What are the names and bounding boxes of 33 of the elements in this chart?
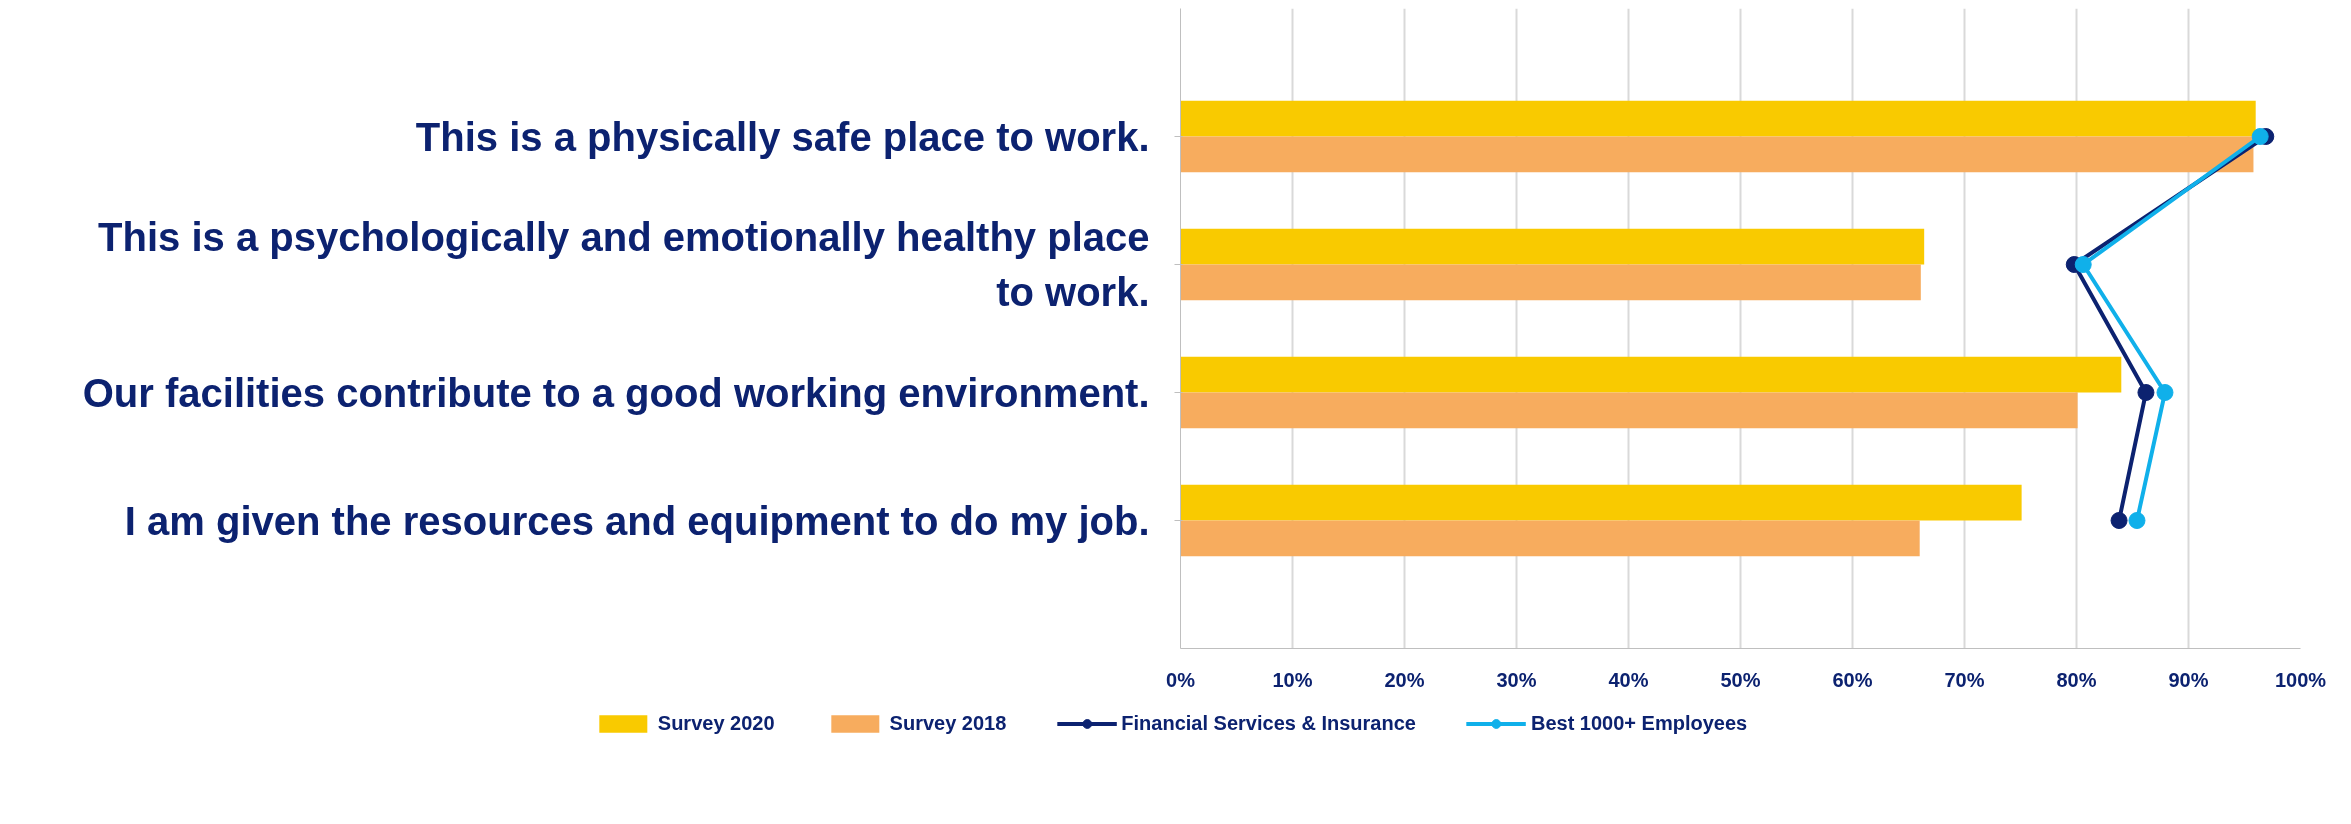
point [2137,384,2155,401]
bar [1180,392,2078,429]
x-tick-label: 80% [2056,668,2097,691]
point [2074,256,2092,273]
x-tick-label: 20% [1384,668,1425,691]
x-tick-label: 50% [1720,668,1761,691]
bar [1180,100,2256,137]
point [2251,128,2269,145]
y-tick-label: Our facilities contribute to a good working environment. [82,370,1150,415]
bar [1180,484,2022,521]
point [2128,512,2146,529]
x-tick-label: 70% [1944,668,1985,691]
x-tick-label: 60% [1832,668,1873,691]
legend-label: Financial Services & Insurance [1121,711,1416,735]
y-tick-label: This is a physically safe place to work. [415,114,1150,159]
y-tick-label: I am given the resources and equipment to do my job. [124,498,1150,543]
legend-label: Survey 2018 [889,711,1007,735]
legend-label: Survey 2020 [657,711,775,735]
x-tick-label: 100% [2274,668,2327,691]
bar [1180,356,2122,393]
bar [1180,520,1920,557]
point [2110,512,2128,529]
x-tick-label: 40% [1608,668,1649,691]
x-tick-label: 0% [1166,668,1196,691]
point [2156,384,2174,401]
legend-label: Best 1000+ Employees [1530,711,1748,735]
bar [1180,136,2254,173]
y-tick-label: This is a psychologically and emotionally healthy place to work. [98,215,1150,314]
x-tick-label: 30% [1496,668,1537,691]
bar [1180,228,1925,265]
x-tick-label: 10% [1272,668,1313,691]
x-tick-label: 90% [2168,668,2209,691]
bar [1180,264,1921,301]
